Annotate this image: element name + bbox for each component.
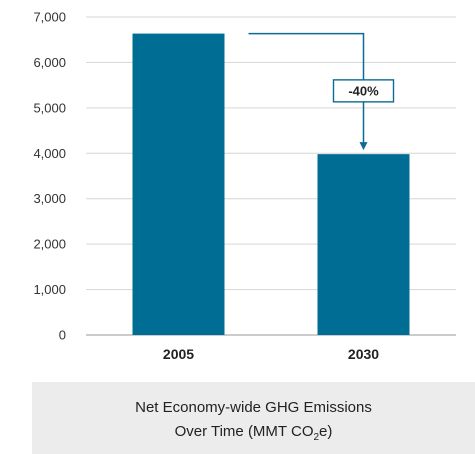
y-tick-label: 7,000 [33, 10, 66, 25]
x-tick-label: 2030 [348, 346, 379, 362]
y-tick-label: 5,000 [33, 100, 66, 115]
bar-2005 [132, 33, 225, 336]
y-tick-label: 4,000 [33, 146, 66, 161]
x-tick-label: 2005 [163, 346, 194, 362]
change-annotation: -40% [248, 32, 395, 151]
bars [132, 33, 410, 336]
caption-line-2: Over Time (MMT CO2e) [174, 423, 333, 443]
bar-2030 [317, 154, 410, 335]
annotation-label: -40% [348, 83, 379, 98]
x-axis-labels: 2005 2030 [163, 346, 379, 362]
y-tick-label: 2,000 [33, 237, 66, 252]
annotation-connector [248, 32, 365, 145]
y-tick-label: 6,000 [33, 55, 66, 70]
caption-line-1: Net Economy-wide GHG Emissions [135, 399, 372, 416]
y-axis-ticks: 0 1,000 2,000 3,000 4,000 5,000 6,000 7,000 [33, 10, 66, 343]
y-tick-label: 0 [59, 328, 66, 343]
bar-chart: 0 1,000 2,000 3,000 4,000 5,000 6,000 7,000 200… [33, 10, 456, 362]
annotation-arrowhead [359, 142, 368, 151]
annotation-box [332, 79, 395, 103]
y-tick-label: 3,000 [33, 191, 66, 206]
y-tick-label: 1,000 [33, 282, 66, 297]
chart-caption: Net Economy-wide GHG Emissions Over Time… [32, 382, 475, 454]
